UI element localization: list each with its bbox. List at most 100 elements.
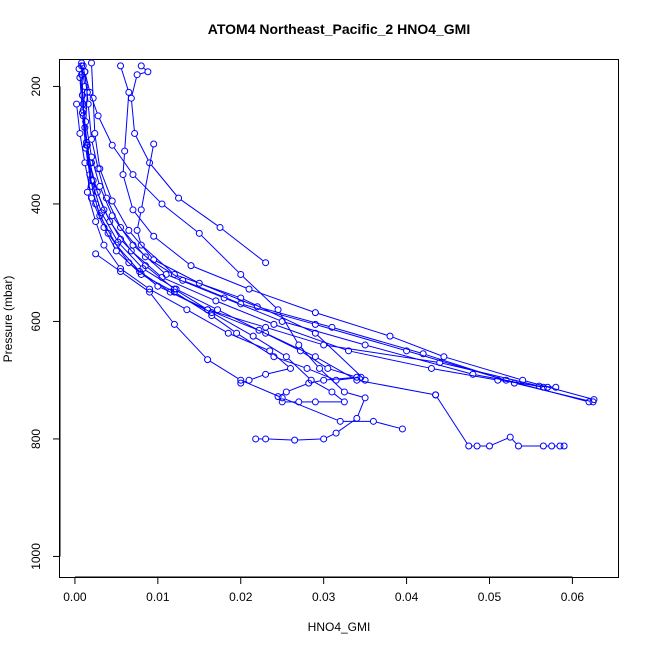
series-segment	[151, 164, 178, 197]
data-point	[291, 436, 299, 444]
series-profile	[432, 391, 568, 450]
series-segment	[82, 115, 86, 146]
series-segment	[172, 292, 210, 312]
data-point	[386, 332, 394, 340]
series-segment	[79, 80, 83, 110]
data-point	[125, 226, 133, 234]
data-point	[212, 297, 220, 305]
data-point	[146, 288, 154, 296]
data-point	[204, 356, 212, 364]
series-segment	[243, 304, 313, 325]
data-point	[328, 388, 336, 396]
data-point	[237, 376, 245, 384]
series-segment	[76, 106, 81, 131]
data-point	[324, 364, 332, 372]
data-point	[112, 247, 120, 255]
series-segment	[326, 433, 334, 439]
data-point	[316, 364, 324, 372]
series-segment	[150, 294, 173, 323]
series-segment	[118, 252, 140, 273]
data-point	[320, 435, 328, 443]
data-point	[237, 270, 245, 278]
data-point	[146, 285, 154, 293]
data-point	[427, 364, 435, 372]
series-segment	[117, 246, 138, 270]
series-segment	[87, 148, 94, 178]
series-segment	[141, 272, 169, 291]
data-point	[129, 171, 137, 179]
data-point	[361, 341, 369, 349]
data-point	[82, 144, 90, 152]
series-segment	[436, 397, 468, 444]
data-point	[262, 259, 270, 267]
series-segment	[92, 101, 96, 131]
series-segment	[91, 159, 100, 184]
data-point	[86, 88, 94, 96]
series-segment	[297, 438, 321, 441]
data-point	[369, 417, 377, 425]
series-segment	[268, 327, 321, 345]
series-segment	[87, 165, 92, 190]
data-point	[340, 388, 348, 396]
series-segment	[347, 392, 363, 398]
data-point	[303, 364, 311, 372]
series-profile	[117, 62, 598, 404]
series-segment	[134, 211, 153, 235]
x-tick-label: 0.04	[395, 590, 419, 604]
data-point	[278, 398, 286, 406]
series-segment	[180, 199, 218, 227]
series-segment	[434, 368, 495, 381]
series-segment	[242, 276, 277, 308]
series-segment	[145, 269, 174, 288]
series-segment	[102, 215, 117, 240]
data-point	[108, 197, 116, 205]
series-segment	[226, 298, 280, 321]
series-profile	[133, 140, 369, 384]
series-profile	[78, 62, 361, 401]
series-segment	[511, 439, 517, 445]
series-segment	[104, 212, 120, 237]
data-point	[96, 165, 104, 173]
series-segment	[131, 77, 137, 96]
data-point	[117, 268, 125, 275]
y-axis-label: Pressure (mbar)	[1, 276, 15, 363]
series-profile	[81, 68, 369, 444]
series-segment	[85, 74, 90, 90]
data-point	[262, 370, 270, 378]
data-point	[286, 364, 294, 372]
series-segment	[334, 327, 421, 354]
data-point	[270, 320, 278, 328]
data-point	[307, 376, 315, 384]
series-segment	[122, 154, 125, 172]
data-point	[141, 253, 149, 261]
series-segment	[351, 350, 429, 369]
series-segment	[210, 310, 263, 327]
data-point	[519, 376, 527, 384]
series-segment	[279, 312, 298, 343]
series-segment	[446, 357, 520, 380]
series-segment	[517, 383, 591, 402]
series-segment	[94, 136, 100, 166]
series-segment	[98, 171, 107, 196]
series-segment	[302, 352, 326, 368]
data-point	[119, 171, 127, 179]
series-segment	[210, 310, 264, 333]
series-segment	[92, 200, 104, 225]
data-point	[195, 229, 203, 237]
series-segment	[135, 135, 149, 161]
series-segment	[96, 224, 104, 243]
data-point	[170, 320, 178, 328]
data-point	[311, 320, 319, 328]
data-point	[84, 100, 92, 108]
data-point	[295, 341, 303, 349]
data-point	[195, 279, 203, 287]
series-segment	[317, 334, 364, 379]
series-segment	[168, 275, 222, 298]
data-point	[320, 376, 328, 384]
series-segment	[425, 354, 512, 383]
series-segment	[137, 212, 142, 228]
series-segment	[78, 71, 83, 93]
series-segment	[176, 290, 206, 309]
data-point	[88, 135, 96, 143]
series-segment	[280, 392, 284, 396]
